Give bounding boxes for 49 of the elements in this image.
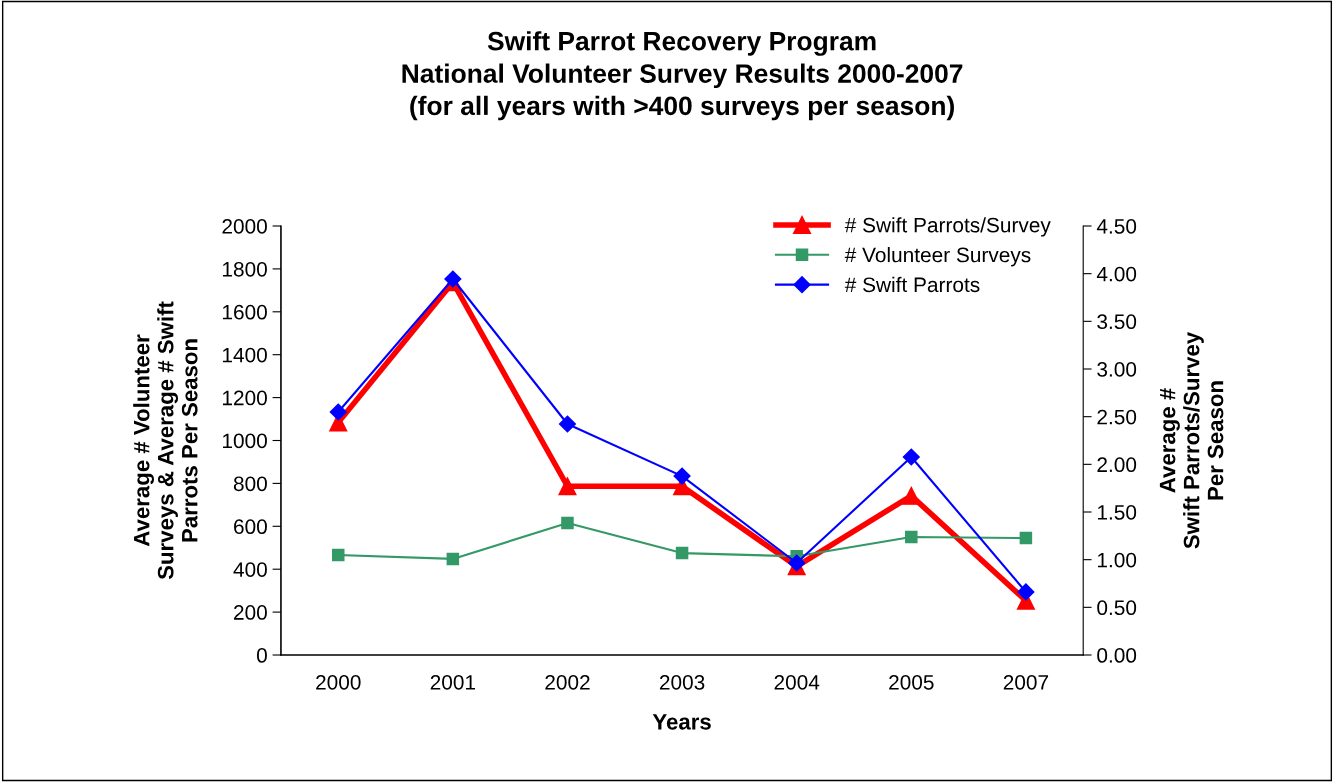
x-tick-label: 2003 — [659, 675, 705, 690]
point — [1017, 583, 1035, 601]
y-tick-label: 800 — [233, 476, 267, 492]
x-tick-label: 2002 — [545, 675, 590, 690]
x-tick-label: 2001 — [430, 675, 476, 690]
legend-label: # Swift Parrots/Survey — [844, 217, 1051, 237]
y-tick-label: 1200 — [222, 390, 267, 406]
y-tick-label: 0 — [256, 648, 267, 663]
y2-tick-label: 0.50 — [1097, 600, 1137, 616]
y-axis-title: Average # Volunteer Surveys & Average # Swift Parrots Per Season — [133, 301, 198, 580]
point — [558, 415, 577, 433]
y-tick-label: 200 — [234, 605, 267, 620]
y2-tick-label: 3.50 — [1097, 314, 1137, 330]
y2-tick-label: 4.00 — [1096, 266, 1137, 282]
y2-tick-label: 1.00 — [1097, 552, 1137, 568]
point — [444, 270, 462, 288]
point — [446, 552, 460, 566]
y-tick-label: 1600 — [222, 304, 267, 320]
y2-tick-label: 2.00 — [1097, 457, 1137, 473]
y2-tick-label: 1.50 — [1097, 505, 1137, 520]
point — [331, 548, 345, 562]
point — [905, 530, 918, 544]
y2-tick-label: 0.00 — [1097, 648, 1137, 663]
point — [329, 403, 347, 421]
y-tick-label: 1000 — [222, 433, 267, 449]
y2-tick-label: 4.50 — [1096, 219, 1137, 234]
point — [902, 448, 920, 466]
legend-label: # Volunteer Surveys — [844, 247, 1031, 267]
x-tick-label: 2004 — [774, 675, 820, 690]
y-tick-label: 600 — [234, 519, 267, 535]
legend-label: # Swift Parrots — [844, 276, 980, 293]
y-tick-label: 1400 — [222, 347, 267, 363]
y2-axis-title: Average # Swift Parrots/Survey Per Season — [1159, 331, 1224, 549]
y2-tick-label: 3.00 — [1097, 362, 1137, 377]
point — [1019, 531, 1033, 545]
point — [675, 546, 689, 560]
x-tick-label: 2005 — [889, 675, 934, 690]
point — [558, 477, 577, 496]
y-tick-label: 2000 — [222, 219, 267, 234]
y-tick-label: 1800 — [222, 261, 267, 277]
point — [673, 467, 691, 485]
x-tick-label: 2007 — [1003, 675, 1049, 690]
y-tick-label: 400 — [233, 562, 267, 577]
y2-tick-label: 2.50 — [1097, 409, 1137, 425]
x-axis-title: Years — [652, 714, 711, 730]
point — [788, 554, 806, 572]
point — [561, 516, 574, 530]
chart-title: Swift Parrot Recovery Program National Volunteer Survey Results 2000-2007 (for all years with >400 surveys per season) — [402, 31, 963, 121]
x-tick-label: 2000 — [316, 675, 361, 690]
